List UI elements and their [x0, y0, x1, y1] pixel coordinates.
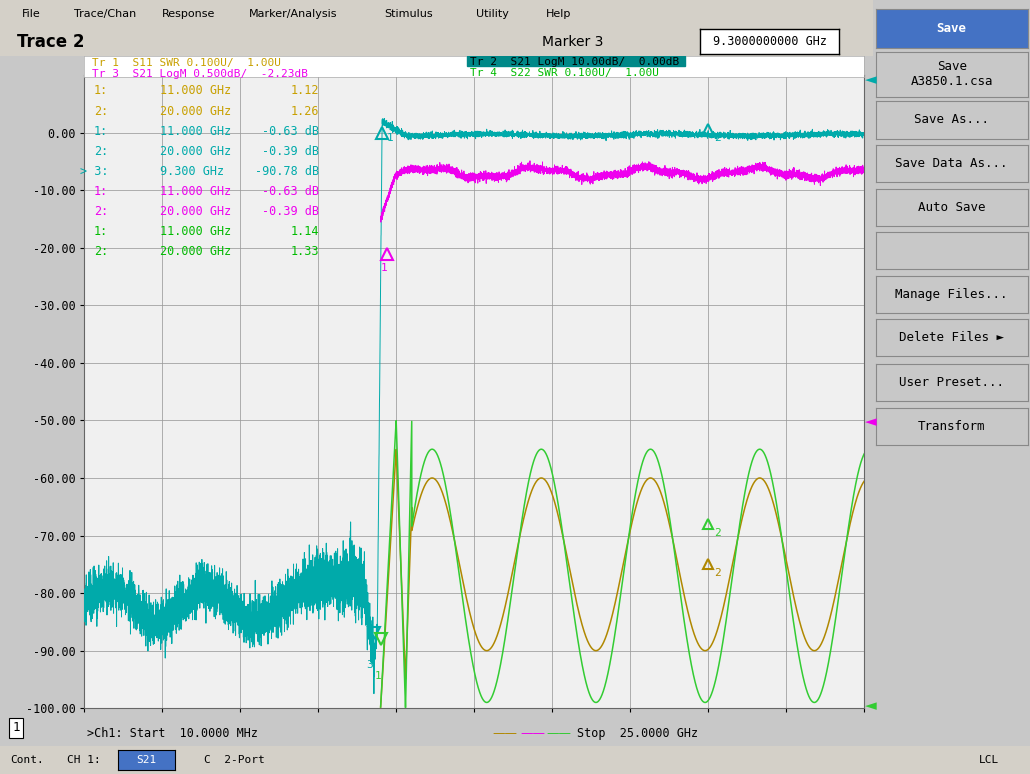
Text: Response: Response — [162, 9, 215, 19]
Text: Marker/Analysis: Marker/Analysis — [249, 9, 338, 19]
Text: 2:: 2: — [94, 104, 108, 118]
Text: -0.63 dB: -0.63 dB — [263, 125, 319, 138]
Text: ◄: ◄ — [865, 698, 877, 714]
Text: Stimulus: Stimulus — [384, 9, 433, 19]
Text: 11.000 GHz: 11.000 GHz — [160, 125, 231, 138]
Text: Cont.: Cont. — [10, 755, 44, 765]
Text: 20.000 GHz: 20.000 GHz — [160, 205, 231, 218]
Text: 2: 2 — [715, 133, 721, 143]
Text: Save Data As...: Save Data As... — [895, 157, 1008, 170]
Text: Stop  25.0000 GHz: Stop 25.0000 GHz — [577, 727, 698, 740]
Text: 1.14: 1.14 — [290, 225, 319, 238]
Bar — [467, 57, 685, 66]
Text: 1:: 1: — [94, 225, 108, 238]
Text: -0.63 dB: -0.63 dB — [263, 185, 319, 198]
Text: Help: Help — [546, 9, 572, 19]
Text: C  2-Port: C 2-Port — [204, 755, 265, 765]
Text: 2: 2 — [715, 568, 721, 578]
Text: 9.3000000000 GHz: 9.3000000000 GHz — [713, 36, 827, 48]
Text: 3: 3 — [367, 660, 373, 670]
Text: 9.300 GHz: 9.300 GHz — [160, 165, 224, 178]
Text: 11.000 GHz: 11.000 GHz — [160, 225, 231, 238]
Text: 20.000 GHz: 20.000 GHz — [160, 245, 231, 259]
Text: -0.39 dB: -0.39 dB — [263, 205, 319, 218]
Text: ◄: ◄ — [865, 72, 877, 87]
Text: Tr 3  S21 LogM 0.500dB/  -2.23dB: Tr 3 S21 LogM 0.500dB/ -2.23dB — [93, 69, 308, 79]
Text: 1: 1 — [380, 263, 387, 272]
Text: 2:: 2: — [94, 245, 108, 259]
Text: LCL: LCL — [978, 755, 999, 765]
Text: 1: 1 — [12, 721, 20, 735]
Text: Tr 4  S22 SWR 0.100U/  1.00U: Tr 4 S22 SWR 0.100U/ 1.00U — [471, 69, 659, 78]
Text: Save
A3850.1.csa: Save A3850.1.csa — [911, 60, 993, 88]
Text: ——: —— — [520, 727, 545, 740]
Text: 1.26: 1.26 — [290, 104, 319, 118]
Text: Utility: Utility — [476, 9, 509, 19]
Text: Delete Files ►: Delete Files ► — [899, 331, 1004, 344]
Text: Manage Files...: Manage Files... — [895, 288, 1008, 300]
Text: Transform: Transform — [918, 420, 986, 433]
Text: ——: —— — [492, 727, 517, 740]
Text: 11.000 GHz: 11.000 GHz — [160, 185, 231, 198]
Text: 1:: 1: — [94, 84, 108, 98]
Text: 20.000 GHz: 20.000 GHz — [160, 104, 231, 118]
Text: 1: 1 — [374, 671, 381, 681]
Text: -0.39 dB: -0.39 dB — [263, 145, 319, 158]
Text: Save: Save — [936, 22, 967, 35]
Text: 2:: 2: — [94, 145, 108, 158]
Text: ——: —— — [546, 727, 571, 740]
Text: Tr 1  S11 SWR 0.100U/  1.00U: Tr 1 S11 SWR 0.100U/ 1.00U — [93, 58, 281, 68]
Text: CH 1:: CH 1: — [67, 755, 101, 765]
Text: Marker 3: Marker 3 — [542, 35, 603, 49]
Text: S21: S21 — [137, 755, 157, 765]
Text: 1: 1 — [387, 133, 393, 143]
Text: User Preset...: User Preset... — [899, 376, 1004, 389]
Text: 2:: 2: — [94, 205, 108, 218]
Text: Auto Save: Auto Save — [918, 201, 986, 214]
Text: ◄: ◄ — [865, 414, 877, 430]
Text: >Ch1: Start  10.0000 MHz: >Ch1: Start 10.0000 MHz — [87, 727, 258, 740]
Text: Save As...: Save As... — [915, 114, 989, 126]
Text: File: File — [22, 9, 40, 19]
Text: 11.000 GHz: 11.000 GHz — [160, 84, 231, 98]
Text: 20.000 GHz: 20.000 GHz — [160, 145, 231, 158]
Text: 1:: 1: — [94, 185, 108, 198]
Text: 1:: 1: — [94, 125, 108, 138]
Text: -90.78 dB: -90.78 dB — [255, 165, 319, 178]
Text: 1.33: 1.33 — [290, 245, 319, 259]
Text: Tr 2  S21 LogM 10.00dB/  0.00dB: Tr 2 S21 LogM 10.00dB/ 0.00dB — [471, 57, 680, 67]
Text: > 3:: > 3: — [79, 165, 108, 178]
Text: 1.12: 1.12 — [290, 84, 319, 98]
Text: Trace 2: Trace 2 — [18, 33, 84, 51]
Text: Trace/Chan: Trace/Chan — [74, 9, 137, 19]
Text: 2: 2 — [715, 528, 721, 537]
